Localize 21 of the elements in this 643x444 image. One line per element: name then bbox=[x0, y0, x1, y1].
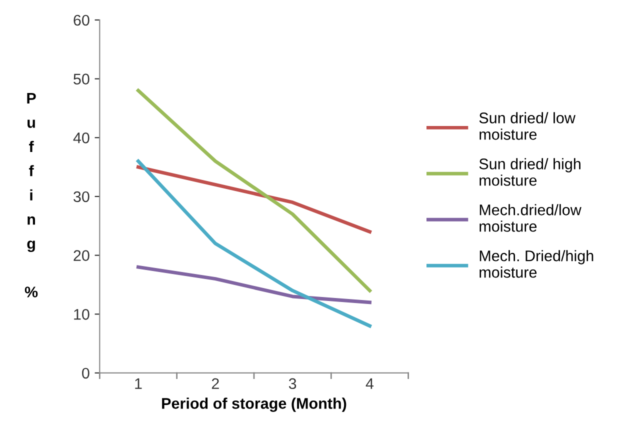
x-tick-label: 2 bbox=[212, 378, 219, 389]
legend-label: Sun dried/ high moisture bbox=[479, 158, 580, 186]
line-series bbox=[136, 265, 372, 304]
line-series bbox=[136, 159, 372, 328]
y-tick-label: 0 bbox=[82, 368, 90, 379]
legend-label: Mech. Dried/high moisture bbox=[480, 250, 594, 278]
y-tick-label: 40 bbox=[73, 132, 90, 144]
x-tick-label: 3 bbox=[288, 378, 296, 390]
line-series bbox=[136, 165, 372, 234]
y-tick-label: 60 bbox=[74, 14, 90, 26]
y-tick-label: 10 bbox=[74, 309, 90, 320]
x-axis-title: Period of storage (Month) bbox=[162, 398, 346, 412]
x-tick-label: 4 bbox=[366, 378, 374, 389]
x-tick-label: 1 bbox=[135, 378, 142, 389]
y-tick-label: 20 bbox=[74, 250, 90, 261]
text: Puffing % bbox=[24, 93, 38, 298]
y-tick-label: 30 bbox=[74, 191, 90, 202]
y-tick-label: 50 bbox=[74, 74, 90, 84]
legend-label: Mech.dried/low moisture bbox=[480, 204, 582, 232]
legend-label: Sun dried/ low moisture bbox=[479, 112, 576, 140]
line-series bbox=[136, 88, 372, 292]
